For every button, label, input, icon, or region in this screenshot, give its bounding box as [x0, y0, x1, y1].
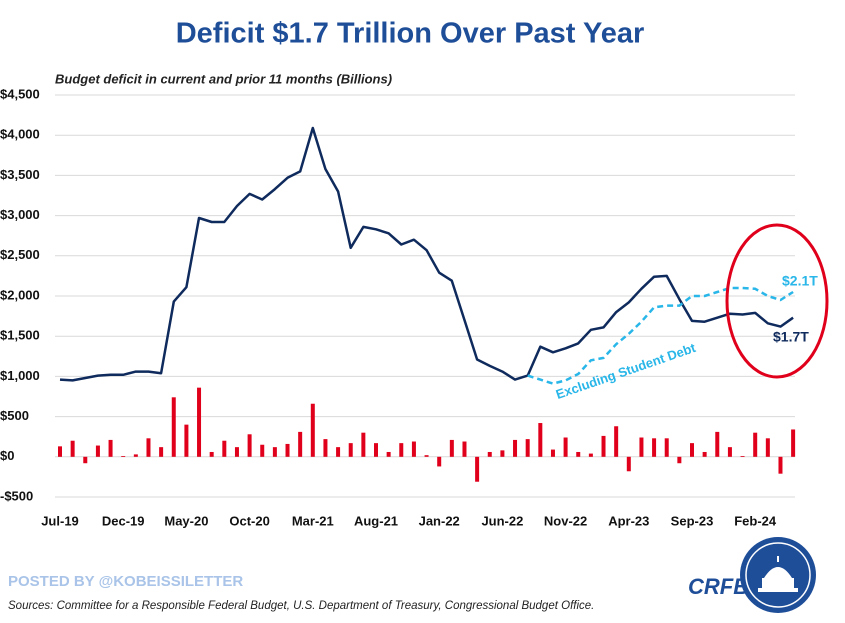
bar: [437, 456, 442, 467]
bar: [336, 447, 341, 457]
plot-area: -$500 $0 $500 $1,000 $1,500 $2,000 $2,500 $3,00…: [0, 86, 796, 528]
y-tick-label: $2,000: [0, 287, 40, 302]
bar: [677, 456, 682, 464]
bar: [285, 443, 290, 457]
y-tick-label: $500: [0, 408, 29, 423]
bar: [348, 443, 353, 457]
bar: [146, 438, 151, 457]
line-series: [59, 126, 794, 382]
chart-title: Deficit $1.7 Trillion Over Past Year: [176, 18, 645, 50]
bar: [310, 403, 315, 457]
bar: [740, 455, 745, 457]
x-tick-label: Apr-23: [608, 513, 649, 528]
source-note: Sources: Committee for a Responsible Fed…: [8, 600, 594, 612]
bar: [411, 441, 416, 457]
bar: [83, 456, 88, 464]
bar: [664, 438, 669, 457]
x-tick-label: Jan-22: [419, 513, 460, 528]
bar: [399, 443, 404, 457]
bar: [626, 456, 631, 472]
line-series: [527, 286, 794, 385]
logo: [740, 537, 816, 613]
bar: [247, 434, 252, 457]
bar: [462, 441, 467, 457]
y-tick-label: -$500: [0, 488, 33, 503]
x-tick-label: Aug-21: [354, 513, 398, 528]
bar: [58, 446, 62, 457]
y-tick-label: $1,500: [0, 328, 40, 343]
y-tick-label: $4,500: [0, 86, 40, 101]
bar: [424, 455, 429, 457]
bar: [374, 443, 378, 457]
y-tick-label: $4,000: [0, 127, 40, 142]
bar: [576, 451, 581, 457]
bar: [563, 437, 568, 457]
bar: [652, 438, 657, 457]
bar: [260, 444, 265, 457]
x-tick-label: Oct-20: [229, 513, 269, 528]
highlight-ellipse: [725, 223, 829, 379]
bar: [121, 455, 126, 457]
bar: [601, 435, 606, 457]
x-tick-label: Jul-19: [41, 513, 79, 528]
bar: [159, 447, 164, 457]
x-tick-label: Mar-21: [292, 513, 334, 528]
bar: [272, 447, 277, 457]
bar: [715, 431, 720, 457]
bar: [171, 397, 176, 457]
bar: [475, 456, 480, 482]
bar: [727, 447, 732, 457]
y-tick-label: $3,000: [0, 207, 40, 222]
bar: [778, 456, 783, 474]
bar: [702, 451, 707, 457]
bar: [361, 432, 366, 457]
y-tick-label: $2,500: [0, 247, 40, 262]
bar: [791, 429, 796, 457]
bar: [197, 387, 202, 457]
bar: [525, 439, 530, 457]
bar: [95, 445, 100, 457]
x-tick-label: Sep-23: [671, 513, 714, 528]
x-tick-label: Dec-19: [102, 513, 145, 528]
bar: [639, 437, 644, 457]
bar: [70, 440, 75, 457]
bar: [108, 439, 113, 457]
bar: [184, 424, 189, 457]
bar: [386, 451, 391, 457]
y-tick-label: $0: [0, 448, 14, 463]
y-tick-label: $3,500: [0, 167, 40, 182]
x-tick-label: Jun-22: [481, 513, 523, 528]
y-tick-label: $1,000: [0, 368, 40, 383]
x-tick-label: May-20: [164, 513, 208, 528]
x-tick-label: Nov-22: [544, 513, 587, 528]
bar: [614, 426, 619, 457]
bar: [588, 453, 593, 457]
bar: [298, 431, 303, 457]
bar: [550, 449, 555, 457]
bar: [222, 440, 227, 457]
bar: [690, 443, 694, 457]
bar: [500, 450, 505, 457]
bar: [449, 439, 454, 457]
bar: [513, 439, 518, 457]
bar: [234, 447, 239, 457]
annotation: $2.1T: [782, 273, 818, 289]
posted-by: POSTED BY @KOBEISSILETTER: [8, 573, 243, 590]
chart-subtitle: Budget deficit in current and prior 11 m…: [55, 71, 392, 86]
bar: [765, 438, 770, 457]
bar: [753, 432, 758, 457]
bar: [538, 423, 543, 457]
bar: [133, 454, 138, 457]
bar: [487, 451, 492, 457]
bar: [209, 451, 214, 457]
x-tick-label: Feb-24: [734, 513, 777, 528]
bar: [323, 439, 328, 457]
annotation: $1.7T: [773, 329, 809, 345]
